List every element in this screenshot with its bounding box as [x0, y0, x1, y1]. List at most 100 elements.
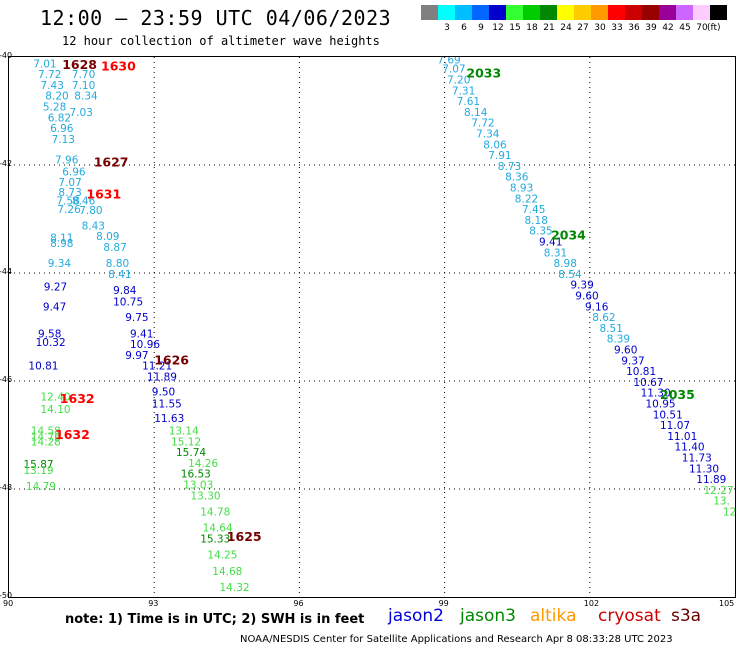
- scale-label: 30: [594, 23, 606, 33]
- wave-height-value: 15.12: [171, 436, 201, 448]
- longitude-label: 105: [719, 599, 735, 608]
- scale-label: 18: [526, 23, 538, 33]
- wave-height-value: 8.09: [96, 231, 119, 243]
- wave-height-value: 9.34: [48, 258, 72, 270]
- scale-label: 6: [461, 23, 467, 33]
- wave-height-value: 8.39: [607, 334, 630, 346]
- scale-label: 27: [577, 23, 589, 33]
- wave-height-value: 14.26: [188, 458, 218, 470]
- wave-height-value: 8.22: [515, 193, 538, 205]
- wave-height-value: 9.41: [130, 328, 153, 340]
- scale-label: 70: [696, 23, 708, 33]
- wave-height-value: 7.20: [447, 75, 470, 87]
- page-title: 12:00 — 23:59 UTC 04/06/2023: [40, 6, 392, 30]
- wave-height-value: 11.73: [682, 453, 712, 465]
- map-plot: 7.017.727.438.205.286.826.967.137.966.96…: [9, 57, 735, 597]
- wave-height-value: 10.96: [130, 339, 160, 351]
- wave-height-value: 15.33: [200, 534, 230, 546]
- wave-height-value: 14.64: [203, 523, 233, 535]
- legend-altika: altika: [530, 606, 577, 626]
- wave-height-value: 6.82: [48, 112, 71, 124]
- wave-height-value: 9.27: [44, 281, 67, 293]
- wave-height-value: 6.96: [50, 123, 74, 135]
- wave-height-value: 8.80: [106, 258, 129, 270]
- wave-height-value: 8.14: [464, 107, 488, 119]
- longitude-label: 93: [148, 599, 159, 608]
- wave-height-value: 7.34: [476, 129, 500, 141]
- pass-time-label: 1631: [86, 187, 121, 202]
- scale-label: 33: [611, 23, 623, 33]
- wave-height-value: 8.35: [529, 226, 552, 238]
- pass-time-label: 2033: [466, 66, 501, 81]
- scale-label: 24: [560, 23, 572, 33]
- scale-swatch: [438, 5, 455, 20]
- wave-height-value: 14.25: [207, 550, 237, 562]
- wave-height-value: 11.89: [696, 474, 726, 486]
- scale-label: 15: [509, 23, 521, 33]
- wave-height-value: 7.01: [33, 58, 56, 70]
- legend-jason2: jason2: [388, 606, 444, 626]
- longitude-label: 90: [3, 599, 14, 608]
- latitude-label: -40: [0, 51, 13, 60]
- wave-height-value: 11.63: [154, 413, 184, 425]
- scale-swatch: [625, 5, 642, 20]
- pass-time-label: 1626: [154, 352, 189, 367]
- legend-jason3: jason3: [460, 606, 516, 626]
- wave-height-value: 8.73: [498, 161, 521, 173]
- wave-height-value: 8.98: [50, 238, 73, 250]
- wave-height-value: 7.03: [70, 107, 93, 119]
- scale-label: 9: [478, 23, 484, 33]
- latitude-label: -48: [0, 483, 13, 492]
- pass-time-label: 2035: [660, 387, 695, 402]
- legend-s3a: s3a: [671, 606, 702, 626]
- wave-height-value: 9.47: [43, 301, 66, 313]
- wave-height-value: 8.06: [483, 139, 507, 151]
- wave-height-value: 12.40: [41, 391, 71, 403]
- latitude-label: -50: [0, 591, 13, 600]
- wave-height-value: 11.40: [675, 442, 705, 454]
- wave-height-value: 8.51: [600, 323, 623, 335]
- pass-time-label: 1632: [60, 391, 95, 406]
- wave-height-value: 11.30: [641, 388, 671, 400]
- wave-height-value: 10.51: [653, 409, 683, 421]
- wave-height-value: 7.14: [433, 57, 457, 58]
- scale-label: 3: [444, 23, 450, 33]
- wave-height-value: 12.27: [704, 485, 734, 497]
- scale-swatch: [557, 5, 574, 20]
- note-text: note: 1) Time is in UTC; 2) SWH is in fe…: [65, 612, 365, 627]
- scale-swatch: [523, 5, 540, 20]
- wave-height-value: 7.61: [457, 96, 480, 108]
- wave-height-map: 7.01 7.72 7.43 8.20 5.28 6.82 6.96 7.13 7.96 6.96…: [0, 51, 736, 608]
- wave-height-value: 8.54: [558, 269, 582, 281]
- wave-height-value: 9.84: [113, 285, 137, 297]
- scale-swatch: [710, 5, 727, 20]
- wave-height-value: 5.28: [43, 102, 66, 114]
- scale-swatch: [693, 5, 710, 20]
- wave-height-value: 7.43: [41, 80, 64, 92]
- scale-label: 12: [492, 23, 504, 33]
- scale-label: 39: [645, 23, 657, 33]
- pass-time-label: 1628: [62, 57, 97, 72]
- wave-height-value: 14.10: [41, 404, 71, 416]
- wave-height-value: 8.46: [72, 195, 96, 207]
- pass-time-label: 1632: [55, 427, 90, 442]
- wave-height-value: 8.43: [82, 220, 105, 232]
- wave-height-value: 7.72: [471, 118, 494, 130]
- wave-height-value: 14.78: [200, 507, 230, 519]
- wave-height-value: 8.34: [74, 91, 98, 103]
- pass-time-label: 1627: [94, 155, 129, 170]
- wave-height-value: 11.89: [147, 372, 177, 384]
- scale-swatch: [608, 5, 625, 20]
- scale-label: 36: [628, 23, 640, 33]
- wave-height-value: 9.75: [125, 312, 148, 324]
- wave-height-value: 10.67: [633, 377, 663, 389]
- wave-height-value: 8.18: [525, 215, 548, 227]
- wave-height-value: 13.03: [183, 480, 213, 492]
- longitude-label: 96: [293, 599, 304, 608]
- wave-height-value: 8.62: [592, 312, 615, 324]
- scale-swatch: [642, 5, 659, 20]
- footer-credit: NOAA/NESDIS Center for Satellite Applica…: [240, 634, 673, 645]
- wave-height-value: 15.74: [176, 447, 206, 459]
- wave-height-value: 7.07: [442, 64, 465, 76]
- wave-height-value: 8.31: [544, 247, 567, 259]
